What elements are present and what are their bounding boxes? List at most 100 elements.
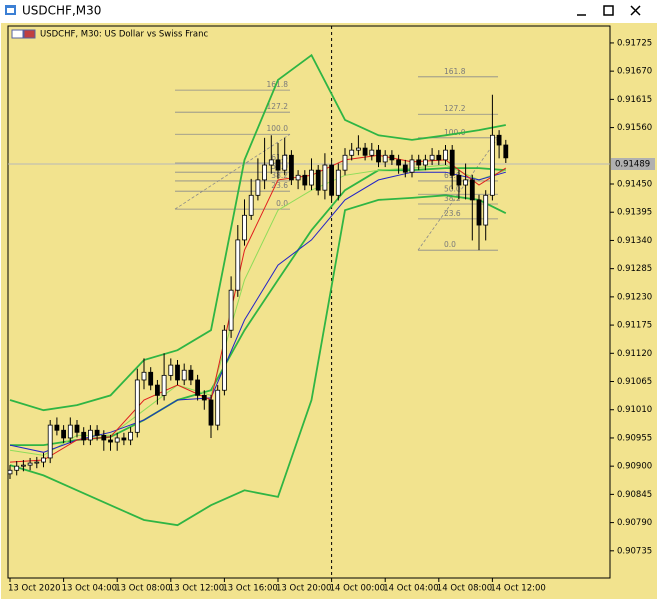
candle-body — [329, 164, 335, 196]
candle-body — [141, 371, 147, 381]
candle-body — [396, 159, 402, 166]
candle-body — [496, 134, 502, 146]
candle-body — [168, 364, 174, 376]
candle-body — [228, 289, 234, 331]
fib-label: 100.0 — [444, 128, 466, 137]
candle-body — [54, 424, 60, 431]
candle-body — [416, 159, 422, 166]
maximize-button[interactable] — [603, 5, 614, 16]
candle-body — [7, 469, 13, 475]
y-tick-label: 0.91065 — [617, 377, 652, 387]
x-tick-label: 13 Oct 2020 — [8, 584, 61, 594]
candle-body — [436, 154, 442, 161]
candle-body — [114, 437, 120, 443]
candle-body — [302, 174, 308, 186]
candle-body — [483, 194, 489, 226]
candle-body — [74, 424, 80, 433]
candle-body — [355, 147, 361, 151]
y-tick-label: 0.91285 — [617, 264, 652, 274]
candle-body — [121, 437, 127, 441]
window-icon-inner — [7, 8, 14, 13]
candle-body — [242, 214, 247, 241]
y-tick-label: 0.90900 — [617, 462, 652, 472]
candle-body — [322, 164, 328, 191]
candle-body — [235, 239, 241, 291]
candle-body — [382, 154, 388, 163]
candle-body — [195, 379, 201, 396]
candle-body — [268, 159, 274, 166]
candle-body — [215, 389, 221, 426]
candle-body — [128, 431, 134, 441]
candle-body — [349, 149, 355, 156]
y-tick-label: 0.91175 — [617, 321, 652, 331]
fib-label: 127.2 — [444, 104, 466, 113]
candle-body — [148, 371, 154, 386]
candle-body — [41, 457, 46, 463]
y-tick-label: 0.90845 — [617, 490, 652, 500]
candle-body — [402, 164, 408, 173]
y-tick-label: 0.91450 — [617, 180, 652, 190]
last-price-label: 0.91489 — [615, 160, 650, 170]
candle-body — [409, 159, 415, 173]
candle-body — [14, 465, 20, 471]
candle-body — [282, 154, 288, 171]
fib-label: 23.6 — [271, 181, 288, 190]
candle-body — [443, 149, 448, 161]
x-tick-label: 13 Oct 20:00 — [276, 584, 331, 594]
y-tick-label: 0.90790 — [617, 518, 652, 528]
candle-body — [469, 179, 475, 201]
candle-body — [255, 179, 261, 196]
candle-body — [295, 174, 301, 181]
y-tick-label: 0.91120 — [617, 349, 652, 359]
candle-body — [61, 429, 66, 439]
plot-frame — [7, 25, 611, 579]
y-tick-label: 0.91725 — [617, 38, 652, 48]
chart-title: USDCHF, M30: US Dollar vs Swiss Franc — [40, 30, 208, 40]
candle-body — [34, 461, 40, 464]
candle-body — [221, 329, 227, 391]
fib-label: 127.2 — [267, 102, 289, 111]
candle-body — [422, 159, 428, 166]
fib-label: 38.2 — [271, 171, 288, 180]
candle-body — [47, 424, 53, 459]
x-tick-label: 13 Oct 12:00 — [169, 584, 224, 594]
candle-body — [369, 149, 375, 156]
candle-body — [503, 144, 509, 159]
fib-label: 161.8 — [444, 67, 466, 76]
indicator-line — [9, 154, 507, 463]
chart-icon — [23, 29, 36, 39]
candle-body — [288, 154, 294, 181]
fib-label: 61.8 — [271, 153, 288, 162]
candle-body — [188, 369, 194, 381]
candle-body — [27, 462, 33, 466]
candle-body — [449, 149, 455, 176]
x-tick-label: 14 Oct 12:00 — [490, 584, 545, 594]
y-tick-label: 0.90735 — [617, 546, 652, 556]
candle-body — [463, 179, 469, 186]
indicator-line — [9, 194, 507, 527]
candle-body — [108, 439, 113, 443]
candle-body — [309, 169, 314, 186]
candle-body — [88, 429, 93, 441]
x-tick-label: 14 Oct 08:00 — [437, 584, 492, 594]
close-button[interactable] — [630, 5, 641, 16]
candle-body — [476, 199, 482, 226]
candle-body — [175, 364, 180, 381]
candle-body — [429, 154, 435, 161]
fib-label: 38.2 — [444, 194, 461, 203]
chart-background — [1, 23, 657, 599]
candle-body — [181, 369, 187, 381]
candle-body — [154, 384, 160, 396]
candle-body — [362, 147, 368, 156]
x-tick-label: 14 Oct 04:00 — [383, 584, 438, 594]
fib-label: 100.0 — [267, 124, 289, 133]
fib-trend — [417, 137, 499, 251]
fib-trend — [174, 133, 291, 210]
chart-icon — [11, 29, 24, 39]
candle-body — [201, 394, 207, 401]
fib-label: 161.8 — [267, 80, 289, 89]
candle-body — [262, 164, 268, 181]
y-tick-label: 0.90955 — [617, 433, 652, 443]
indicator-line — [9, 53, 506, 412]
fib-label: 0.0 — [276, 199, 288, 208]
